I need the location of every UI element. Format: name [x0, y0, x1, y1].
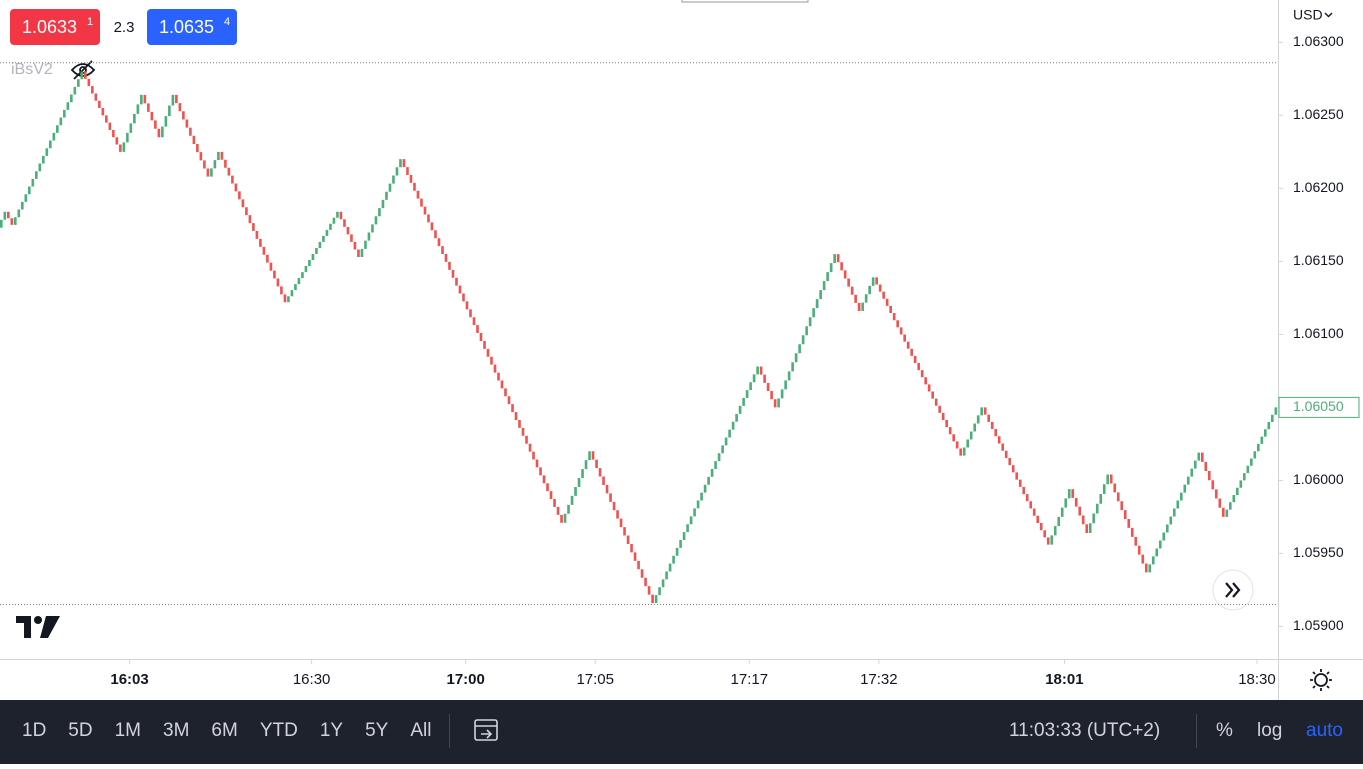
renko-leg: [1088, 474, 1110, 533]
renko-leg: [983, 407, 1050, 545]
renko-leg: [1225, 407, 1278, 517]
indicator-name: iBsV2: [11, 61, 53, 78]
renko-leg: [175, 94, 210, 177]
x-tick-label: 17:00: [446, 671, 484, 688]
x-tick-label: 18:01: [1045, 671, 1083, 688]
renko-leg: [654, 366, 759, 604]
range-button[interactable]: 6M: [211, 720, 237, 741]
y-tick-label: 1.06100: [1293, 325, 1344, 341]
range-button[interactable]: 5Y: [365, 720, 389, 741]
bid-pip: 1: [87, 16, 93, 28]
renko-leg: [0, 211, 7, 228]
range-button[interactable]: All: [410, 720, 431, 741]
renko-leg: [1071, 489, 1089, 533]
renko-leg: [143, 94, 161, 138]
clock: 11:03:33 (UTC+2): [1009, 720, 1160, 741]
renko-leg: [962, 407, 984, 456]
renko-leg: [122, 94, 143, 152]
renko-leg: [777, 254, 836, 408]
x-tick-label: 18:30: [1238, 671, 1276, 688]
renko-leg: [759, 366, 777, 408]
scroll-button[interactable]: [1212, 569, 1254, 611]
renko-leg: [161, 94, 175, 138]
range-button[interactable]: 1D: [22, 720, 46, 741]
ask-pip: 4: [224, 16, 230, 28]
percent-toggle[interactable]: %: [1216, 720, 1233, 741]
renko-leg: [1200, 452, 1225, 517]
ask-price: 1.0635: [159, 17, 214, 37]
last-price-tag: [1278, 396, 1360, 418]
renko-leg: [287, 211, 339, 303]
y-tick-label: 1.06000: [1293, 471, 1344, 487]
currency[interactable]: USD: [1293, 7, 1323, 23]
range-button[interactable]: 1M: [115, 720, 141, 741]
auto-toggle[interactable]: auto: [1306, 720, 1343, 741]
ask-box[interactable]: [147, 9, 237, 45]
top-handle: [681, 0, 809, 3]
y-tick-label: 1.06250: [1293, 106, 1344, 122]
renko-leg: [1050, 489, 1071, 545]
spread: 2.3: [114, 19, 135, 36]
renko-leg: [402, 159, 563, 523]
y-tick-label: 1.06150: [1293, 252, 1344, 268]
range-button[interactable]: YTD: [260, 720, 298, 741]
range-button[interactable]: 3M: [163, 720, 189, 741]
range-button[interactable]: 5D: [68, 720, 92, 741]
renko-leg: [7, 211, 14, 225]
y-tick-label: 1.05950: [1293, 544, 1344, 560]
x-tick-label: 17:05: [576, 671, 614, 688]
renko-leg: [836, 254, 861, 312]
y-tick-label: 1.05900: [1293, 617, 1344, 633]
renko-leg: [220, 151, 287, 303]
x-tick-label: 16:03: [110, 671, 148, 688]
x-tick-label: 17:32: [860, 671, 898, 688]
x-tick-label: 16:30: [293, 671, 331, 688]
renko-leg: [875, 277, 963, 456]
renko-leg: [1109, 474, 1148, 573]
renko-leg: [210, 151, 220, 177]
last-price-label: 1.06050: [1293, 398, 1344, 414]
bid-price: 1.0633: [22, 17, 77, 37]
x-tick-label: 17:17: [731, 671, 769, 688]
bid-box[interactable]: [10, 9, 100, 45]
toolbar: [0, 700, 1363, 764]
currency-caret: [1324, 12, 1333, 18]
range-button[interactable]: 1Y: [320, 720, 344, 741]
renko-leg: [84, 71, 122, 152]
y-tick-label: 1.06200: [1293, 179, 1344, 195]
renko-leg: [861, 277, 875, 312]
log-toggle[interactable]: log: [1257, 720, 1282, 741]
renko-leg: [360, 159, 402, 257]
compare-icon[interactable]: [474, 719, 498, 741]
renko-leg: [591, 451, 654, 604]
renko-leg: [339, 211, 360, 257]
renko-leg: [1148, 452, 1201, 573]
settings-icon[interactable]: [1310, 669, 1332, 691]
tv-logo: [16, 616, 60, 638]
y-tick-label: 1.06300: [1293, 33, 1344, 49]
